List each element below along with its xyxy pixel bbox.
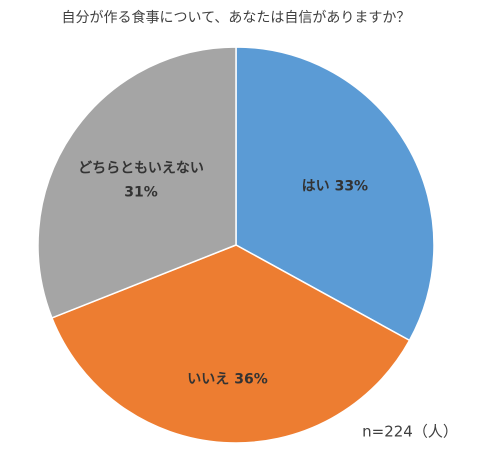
pie-slice bbox=[37, 46, 237, 319]
slice-label: はい 33% bbox=[302, 179, 369, 195]
slice-category: はい bbox=[302, 179, 330, 195]
slice-label: いいえ 36% bbox=[187, 371, 268, 387]
slice-value: 33% bbox=[335, 179, 369, 195]
pie-slice bbox=[50, 244, 411, 444]
slice-label: どちらともいえない bbox=[78, 160, 204, 176]
slice-value: 36% bbox=[234, 371, 268, 387]
chart-title: 自分が作る食事について、あなたは自信がありますか？ bbox=[62, 9, 411, 26]
annotation: n=224（人） bbox=[362, 423, 458, 441]
slice-category: いいえ bbox=[187, 371, 229, 387]
slice-value: 31% bbox=[124, 184, 158, 200]
pie-slice bbox=[235, 46, 435, 342]
